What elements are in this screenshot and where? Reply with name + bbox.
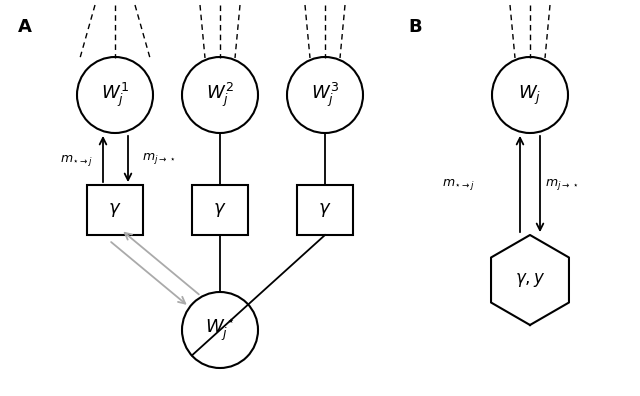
Text: $W_j$: $W_j$ bbox=[518, 84, 541, 107]
Text: $W_j^1$: $W_j^1$ bbox=[101, 81, 129, 109]
Text: $m_{j\to\star}$: $m_{j\to\star}$ bbox=[545, 177, 579, 192]
Text: $\gamma$: $\gamma$ bbox=[318, 201, 332, 219]
Text: $m_{j\to\star}$: $m_{j\to\star}$ bbox=[142, 150, 175, 166]
Bar bbox=[297, 185, 353, 235]
Text: $\gamma$: $\gamma$ bbox=[213, 201, 227, 219]
Text: $\gamma$: $\gamma$ bbox=[108, 201, 122, 219]
Text: $W_j^3$: $W_j^3$ bbox=[311, 81, 339, 109]
Text: $W_j^\star$: $W_j^\star$ bbox=[205, 317, 235, 343]
Bar bbox=[192, 185, 248, 235]
Text: $m_{\star\to j}$: $m_{\star\to j}$ bbox=[442, 177, 475, 192]
Text: A: A bbox=[18, 18, 32, 36]
Text: $W_j^2$: $W_j^2$ bbox=[206, 81, 234, 109]
Bar bbox=[87, 185, 143, 235]
Text: $\gamma, y$: $\gamma, y$ bbox=[515, 271, 545, 289]
Text: $m_{\star\to j}$: $m_{\star\to j}$ bbox=[60, 152, 93, 168]
Text: B: B bbox=[408, 18, 422, 36]
Polygon shape bbox=[491, 235, 569, 325]
